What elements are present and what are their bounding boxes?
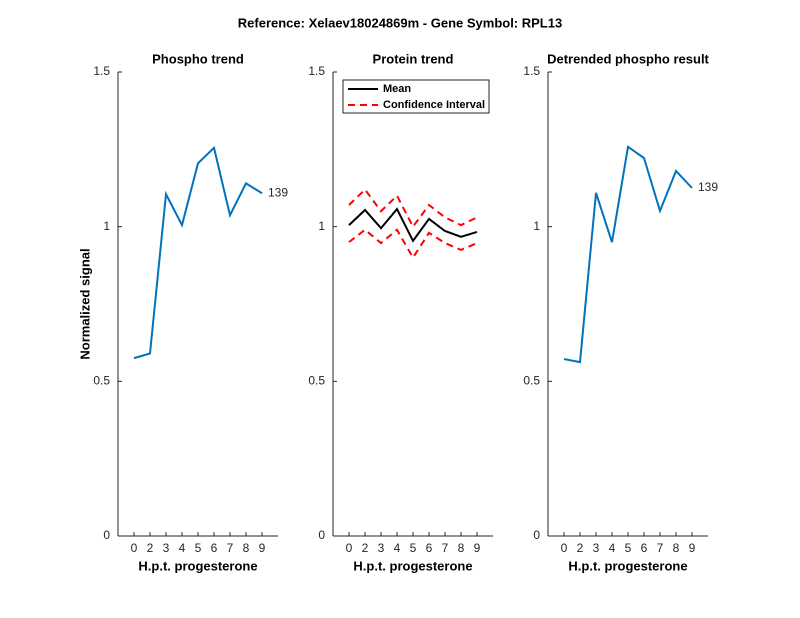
line xyxy=(348,207,478,243)
x-tick-label: 8 xyxy=(673,541,680,555)
y-tick-label: 1.5 xyxy=(308,64,325,78)
legend-label: Mean xyxy=(383,83,411,95)
legend-label: Confidence Interval xyxy=(383,99,485,111)
figure-title: Reference: Xelaev18024869m - Gene Symbol… xyxy=(238,15,562,30)
series-label: 139 xyxy=(268,185,288,199)
x-tick-label: 7 xyxy=(442,541,449,555)
y-tick-label: 0 xyxy=(103,528,110,542)
line xyxy=(563,145,693,364)
y-tick-label: 1.5 xyxy=(523,64,540,78)
x-tick-label: 8 xyxy=(243,541,250,555)
y-tick-label: 0 xyxy=(318,528,325,542)
axes-title: Detrended phospho result xyxy=(547,51,709,66)
x-tick-label: 5 xyxy=(625,541,632,555)
line xyxy=(348,228,478,260)
x-tick-label: 0 xyxy=(346,541,353,555)
y-tick-label: 0 xyxy=(533,528,540,542)
x-axis-label: H.p.t. progesterone xyxy=(568,558,687,573)
line xyxy=(133,145,263,360)
x-tick-label: 3 xyxy=(593,541,600,555)
x-tick-label: 4 xyxy=(394,541,401,555)
x-tick-label: 5 xyxy=(410,541,417,555)
x-tick-label: 6 xyxy=(426,541,433,555)
x-tick-label: 8 xyxy=(458,541,465,555)
y-tick-label: 1 xyxy=(533,219,540,233)
x-axis-label: H.p.t. progesterone xyxy=(353,558,472,573)
y-tick-label: 0.5 xyxy=(308,374,325,388)
x-tick-label: 9 xyxy=(259,541,266,555)
x-tick-label: 2 xyxy=(577,541,584,555)
x-tick-label: 6 xyxy=(211,541,218,555)
x-tick-label: 2 xyxy=(362,541,369,555)
y-tick-label: 0.5 xyxy=(93,374,110,388)
x-tick-label: 3 xyxy=(163,541,170,555)
axes-title: Protein trend xyxy=(373,51,454,66)
y-tick-label: 1 xyxy=(103,219,110,233)
x-tick-label: 0 xyxy=(561,541,568,555)
x-tick-label: 0 xyxy=(131,541,138,555)
x-tick-label: 2 xyxy=(147,541,154,555)
x-tick-label: 9 xyxy=(474,541,481,555)
y-tick-label: 1.5 xyxy=(93,64,110,78)
x-axis-label: H.p.t. progesterone xyxy=(138,558,257,573)
legend-box xyxy=(342,79,490,114)
y-tick-label: 0.5 xyxy=(523,374,540,388)
x-tick-label: 4 xyxy=(609,541,616,555)
x-tick-label: 5 xyxy=(195,541,202,555)
x-tick-label: 7 xyxy=(657,541,664,555)
series-label: 139 xyxy=(698,180,718,194)
x-tick-label: 3 xyxy=(378,541,385,555)
x-tick-label: 4 xyxy=(179,541,186,555)
y-axis-label: Normalized signal xyxy=(77,248,92,359)
x-tick-label: 7 xyxy=(227,541,234,555)
axes-title: Phospho trend xyxy=(152,51,244,66)
x-tick-label: 6 xyxy=(641,541,648,555)
x-tick-label: 9 xyxy=(689,541,696,555)
y-tick-label: 1 xyxy=(318,219,325,233)
